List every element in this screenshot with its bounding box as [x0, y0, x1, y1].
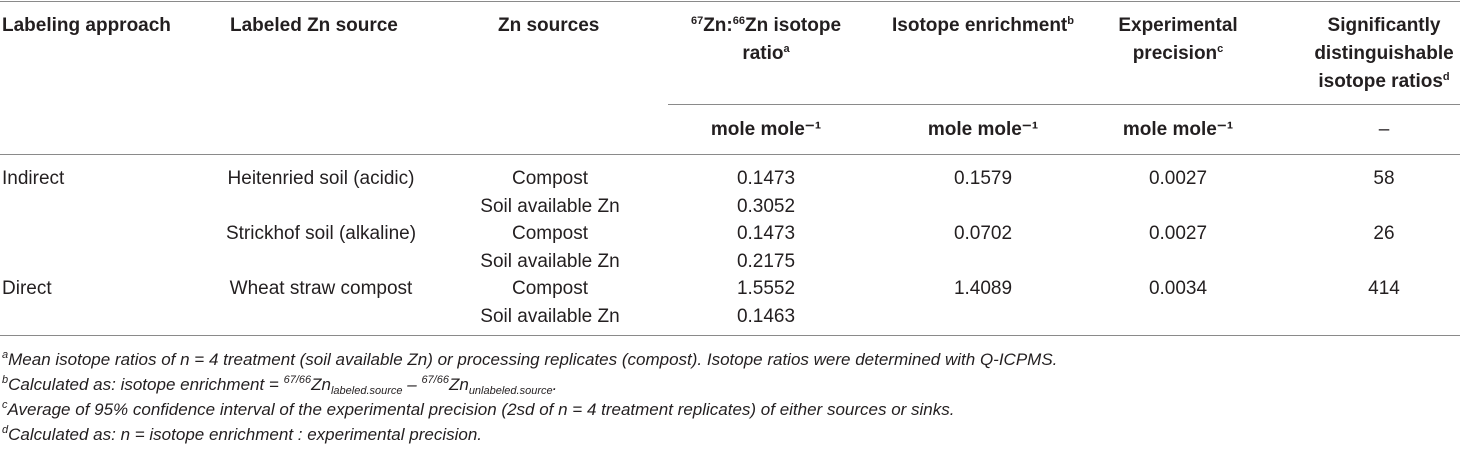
cell-zn-source: Soil available Zn	[480, 251, 620, 272]
cell-zn-source: Soil available Zn	[480, 196, 620, 217]
cell-labeled-source: Heitenried soil (acidic)	[227, 168, 415, 189]
cell-significant: 414	[1368, 278, 1400, 299]
cell-ratio: 1.5552	[736, 278, 796, 299]
table-top-rule	[0, 1, 1460, 2]
col-header-significant-l1: Significantly	[1327, 15, 1441, 36]
cell-significant: 58	[1373, 168, 1395, 189]
col-header-zn-sources: Zn sources	[498, 15, 600, 36]
cell-zn-source: Compost	[511, 278, 589, 299]
cell-enrichment: 1.4089	[953, 278, 1013, 299]
cell-labeled-source: Strickhof soil (alkaline)	[225, 223, 417, 244]
header-sub-rule	[668, 104, 1460, 105]
cell-zn-source: Soil available Zn	[480, 306, 620, 327]
col-header-isotope-ratio-line2: ratioa	[742, 43, 790, 64]
cell-precision: 0.0027	[1148, 223, 1208, 244]
cell-precision: 0.0027	[1148, 168, 1208, 189]
footnote-b: bCalculated as: isotope enrichment = 67/…	[2, 374, 558, 397]
col-header-experimental-precision-line2: precisionc	[1132, 43, 1224, 64]
cell-approach-indirect: Indirect	[2, 168, 65, 189]
cell-zn-source: Compost	[511, 223, 589, 244]
cell-ratio: 0.1463	[736, 306, 796, 327]
col-header-experimental-precision: Experimental	[1118, 15, 1238, 36]
cell-approach-direct: Direct	[2, 278, 52, 299]
footnote-a: aMean isotope ratios of n = 4 treatment …	[2, 349, 1058, 370]
col-header-significant-l2: distinguishable	[1314, 43, 1454, 64]
col-header-isotope-ratio: 67Zn:66Zn isotope	[690, 15, 842, 36]
footnote-d: dCalculated as: n = isotope enrichment :…	[2, 424, 483, 445]
cell-labeled-source: Wheat straw compost	[229, 278, 413, 299]
cell-enrichment: 0.0702	[953, 223, 1013, 244]
table-bottom-rule	[0, 335, 1460, 336]
col-header-labeling-approach: Labeling approach	[2, 15, 171, 36]
footnote-c: cAverage of 95% confidence interval of t…	[2, 399, 955, 420]
unit-enrichment: mole mole⁻¹	[927, 119, 1039, 140]
cell-ratio: 0.1473	[736, 168, 796, 189]
col-header-labeled-zn-source: Labeled Zn source	[230, 15, 398, 36]
cell-precision: 0.0034	[1148, 278, 1208, 299]
unit-significant: –	[1378, 119, 1390, 140]
col-header-significant-l3: isotope ratiosd	[1318, 71, 1450, 92]
unit-ratio: mole mole⁻¹	[710, 119, 822, 140]
cell-significant: 26	[1373, 223, 1395, 244]
cell-ratio: 0.1473	[736, 223, 796, 244]
cell-zn-source: Compost	[511, 168, 589, 189]
col-header-isotope-enrichment: Isotope enrichmentb	[892, 15, 1074, 36]
unit-precision: mole mole⁻¹	[1122, 119, 1234, 140]
cell-ratio: 0.3052	[736, 196, 796, 217]
header-bottom-rule	[0, 154, 1460, 155]
cell-ratio: 0.2175	[736, 251, 796, 272]
cell-enrichment: 0.1579	[953, 168, 1013, 189]
